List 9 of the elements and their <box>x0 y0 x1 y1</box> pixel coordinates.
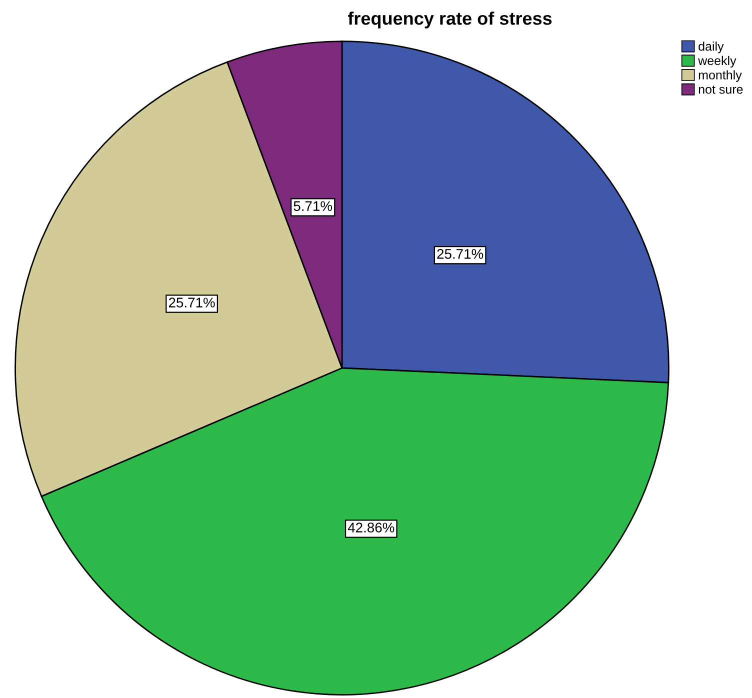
legend-label: not sure <box>698 86 743 94</box>
legend-label: monthly <box>698 70 742 82</box>
legend-label: weekly <box>698 56 736 68</box>
data-label: 25.71% <box>168 298 215 308</box>
data-label: 42.86% <box>348 522 394 532</box>
data-label: 5.71% <box>294 201 332 211</box>
legend-label: daily <box>698 42 724 54</box>
data-label: 25.71% <box>437 248 484 259</box>
chart-title: frequency rate of stress <box>348 12 552 28</box>
